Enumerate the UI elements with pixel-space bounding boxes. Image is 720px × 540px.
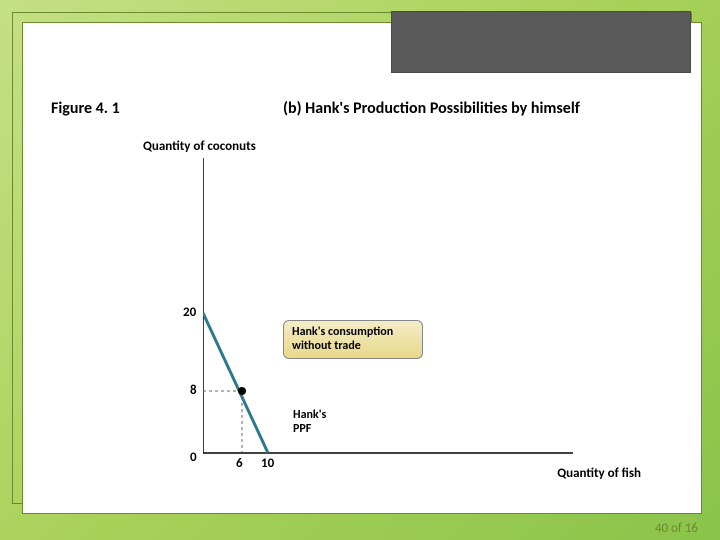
consumption-point: [238, 387, 246, 395]
page-number: 40 of 16: [655, 521, 698, 536]
x-tick-label-10: 10: [261, 456, 274, 471]
x-axis-label: Quantity of fish: [557, 466, 641, 481]
y-axis-label: Quantity of coconuts: [143, 139, 256, 154]
chart-svg: [203, 158, 603, 468]
slide-content-area: Figure 4. 1 (b) Hank's Production Possib…: [22, 22, 702, 514]
title-placeholder-box: [391, 11, 691, 73]
x-tick-label-6: 6: [236, 456, 243, 471]
ppf-label-line1: Hank's: [293, 408, 326, 422]
ppf-line: [203, 313, 268, 453]
ppf-label: Hank's PPF: [293, 408, 326, 437]
figure-label: Figure 4. 1: [51, 99, 120, 118]
origin-label: 0: [190, 450, 197, 465]
y-tick-label-20: 20: [183, 305, 196, 320]
slide-outer-frame: Figure 4. 1 (b) Hank's Production Possib…: [12, 12, 702, 514]
chart-title: (b) Hank's Production Possibilities by h…: [283, 99, 580, 118]
y-tick-label-8: 8: [190, 383, 197, 398]
ppf-label-line2: PPF: [293, 422, 311, 436]
consumption-callout: Hank's consumption without trade: [283, 320, 423, 359]
ppf-chart: 20 8 0 6 10 Hank's consumption without t…: [203, 158, 603, 468]
